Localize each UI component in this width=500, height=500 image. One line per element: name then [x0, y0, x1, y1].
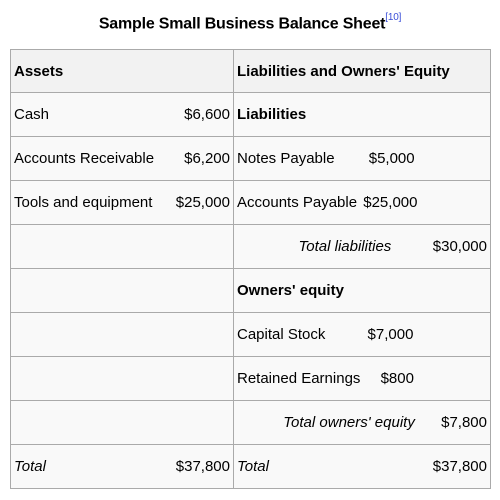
liability-total-label: Total — [237, 458, 269, 475]
equity-value: $800 — [380, 370, 414, 387]
empty-asset-cell — [10, 400, 234, 445]
asset-value: $6,200 — [184, 150, 230, 167]
assets-header: Assets — [10, 49, 234, 93]
liabilities-section-label: Liabilities — [237, 106, 307, 123]
asset-cell: Tools and equipment $25,000 — [10, 180, 234, 225]
total-liabilities-value: $30,000 — [432, 238, 487, 255]
table-row: Accounts Receivable $6,200 Notes Payable… — [10, 136, 491, 181]
header-row: Assets Liabilities and Owners' Equity — [10, 49, 491, 93]
owners-equity-section-label: Owners' equity — [237, 282, 344, 299]
asset-cell: Cash $6,600 — [10, 92, 234, 137]
liability-cell: Accounts Payable $25,000 — [233, 180, 491, 225]
asset-label: Accounts Receivable — [14, 150, 155, 167]
empty-asset-cell — [10, 268, 234, 313]
liability-value: $5,000 — [368, 150, 415, 167]
table-caption: Sample Small Business Balance Sheet[10] — [0, 12, 500, 33]
table-row: Retained Earnings $800 — [10, 356, 491, 401]
table-row: Total owners' equity $7,800 — [10, 400, 491, 445]
asset-value: $6,600 — [184, 106, 230, 123]
table-row: Owners' equity — [10, 268, 491, 313]
equity-label: Retained Earnings — [237, 370, 361, 387]
asset-total-label: Total — [14, 458, 46, 475]
empty-asset-cell — [10, 312, 234, 357]
total-row: Total $37,800 Total $37,800 — [10, 444, 491, 489]
liability-total-cell: Total $37,800 — [233, 444, 491, 489]
asset-label: Cash — [14, 106, 50, 123]
empty-asset-cell — [10, 224, 234, 269]
empty-asset-cell — [10, 356, 234, 401]
liability-cell: Liabilities — [233, 92, 491, 137]
equity-cell: Capital Stock $7,000 — [233, 312, 491, 357]
total-owners-equity-value: $7,800 — [441, 414, 487, 431]
total-owners-equity-label: Total owners' equity — [283, 414, 415, 431]
liability-value: $25,000 — [363, 194, 418, 211]
asset-total-value: $37,800 — [175, 458, 230, 475]
equity-cell: Owners' equity — [233, 268, 491, 313]
equity-label: Capital Stock — [237, 326, 326, 343]
table-row: Tools and equipment $25,000 Accounts Pay… — [10, 180, 491, 225]
equity-cell: Total owners' equity $7,800 — [233, 400, 491, 445]
table-row: Cash $6,600 Liabilities — [10, 92, 491, 137]
liability-cell: Total liabilities $30,000 — [233, 224, 491, 269]
citation-link[interactable]: [10] — [385, 12, 402, 23]
asset-label: Tools and equipment — [14, 194, 153, 211]
liability-total-value: $37,800 — [432, 458, 487, 475]
asset-cell: Accounts Receivable $6,200 — [10, 136, 234, 181]
balance-sheet-table: Assets Liabilities and Owners' Equity Ca… — [10, 49, 491, 489]
equity-value: $7,000 — [367, 326, 414, 343]
asset-value: $25,000 — [175, 194, 230, 211]
liability-label: Accounts Payable — [237, 194, 358, 211]
table-row: Total liabilities $30,000 — [10, 224, 491, 269]
caption-title: Sample Small Business Balance Sheet — [98, 15, 386, 33]
liability-cell: Notes Payable $5,000 — [233, 136, 491, 181]
table-row: Capital Stock $7,000 — [10, 312, 491, 357]
liability-label: Notes Payable — [237, 150, 335, 167]
total-liabilities-label: Total liabilities — [298, 238, 392, 255]
equity-cell: Retained Earnings $800 — [233, 356, 491, 401]
asset-total-cell: Total $37,800 — [10, 444, 234, 489]
liabilities-equity-header: Liabilities and Owners' Equity — [233, 49, 491, 93]
